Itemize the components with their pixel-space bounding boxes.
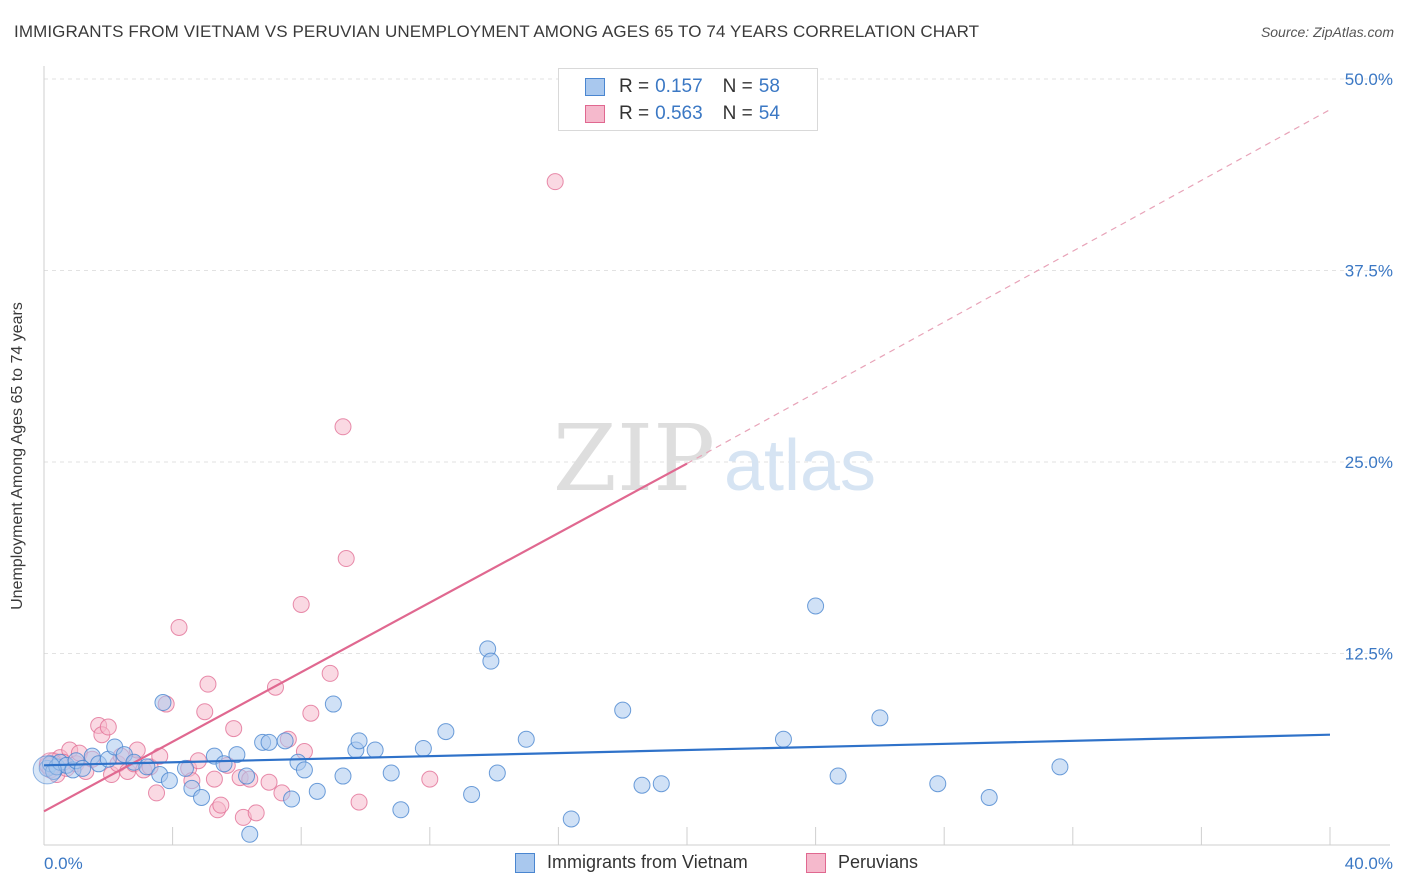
correlation-legend: R = 0.157 N = 58 R = 0.563 N = 54	[558, 68, 818, 131]
vietnam-trend-line	[43, 733, 1331, 767]
trend-lines	[43, 109, 1331, 813]
n-value-peru: 54	[758, 103, 780, 124]
vietnam-point	[238, 767, 256, 785]
vietnam-point	[392, 801, 410, 819]
peruvian-point	[260, 773, 278, 791]
peruvian-point	[292, 595, 310, 613]
peruvian-point	[546, 173, 564, 191]
r-label: R =	[619, 103, 650, 124]
peruvian-point	[205, 770, 223, 788]
peruvian-point	[170, 618, 188, 636]
peruvian-point	[199, 675, 217, 693]
vietnam-point	[1051, 758, 1069, 776]
legend-label-vietnam: Immigrants from Vietnam	[547, 852, 748, 872]
peruvian-points	[38, 173, 564, 826]
vietnam-point	[334, 767, 352, 785]
vietnam-point	[614, 701, 632, 719]
vietnam-point	[295, 761, 313, 779]
peruvian-point	[350, 793, 368, 811]
vietnam-point	[929, 775, 947, 793]
vietnam-point	[829, 767, 847, 785]
vietnam-point	[562, 810, 580, 828]
vietnam-point	[176, 759, 194, 777]
watermark-zip: ZIP	[553, 405, 715, 512]
peruvian-point	[225, 720, 243, 738]
legend-label-peru: Peruvians	[838, 852, 919, 872]
vietnam-point	[350, 732, 368, 750]
vietnam-point	[308, 782, 326, 800]
peru-trend-line	[43, 462, 688, 813]
vietnam-point	[215, 755, 233, 773]
peru-swatch	[806, 852, 826, 873]
peruvian-point	[99, 718, 117, 736]
peru-trend-extension	[686, 109, 1331, 465]
vietnam-point	[633, 776, 651, 794]
vietnam-point	[366, 741, 384, 759]
vietnam-point	[482, 652, 500, 670]
y-axis-label: Unemployment Among Ages 65 to 74 years	[9, 302, 26, 610]
legend-row-peru: R = 0.563 N = 54	[585, 102, 780, 126]
y-tick-label: 50.0%	[1345, 70, 1393, 89]
axes	[43, 66, 1390, 846]
tick-labels: 12.5% 25.0% 37.5% 50.0% 0.0% 40.0%	[44, 70, 1393, 873]
vietnam-point	[871, 709, 889, 727]
peruvian-point	[337, 550, 355, 568]
vietnam-point	[517, 730, 535, 748]
vietnam-swatch	[515, 852, 535, 873]
peruvian-point	[247, 804, 265, 822]
vietnam-point	[774, 730, 792, 748]
vietnam-point	[260, 733, 278, 751]
x-tick-label-min: 0.0%	[44, 854, 83, 873]
vietnam-point	[414, 739, 432, 757]
y-tick-label: 12.5%	[1345, 645, 1393, 664]
source-label: Source: ZipAtlas.com	[1260, 24, 1394, 40]
vietnam-point	[154, 694, 172, 712]
chart-title: IMMIGRANTS FROM VIETNAM VS PERUVIAN UNEM…	[14, 22, 980, 41]
vietnam-point	[160, 772, 178, 790]
vietnam-point-cluster	[32, 755, 62, 785]
vietnam-point	[228, 746, 246, 764]
vietnam-point	[276, 732, 294, 750]
watermark-atlas: atlas	[724, 426, 876, 506]
vietnam-point	[437, 723, 455, 741]
vietnam-point	[241, 825, 259, 843]
r-label: R =	[619, 76, 650, 97]
r-value-peru: 0.563	[655, 103, 703, 124]
n-label: N =	[722, 76, 753, 97]
grid	[44, 78, 1390, 654]
legend-item-vietnam[interactable]: Immigrants from Vietnam	[515, 852, 748, 873]
vietnam-point	[382, 764, 400, 782]
peruvian-point	[196, 703, 214, 721]
r-value-vietnam: 0.157	[655, 76, 703, 97]
peruvian-point	[321, 664, 339, 682]
vietnam-points	[32, 597, 1069, 843]
legend-row-vietnam: R = 0.157 N = 58	[585, 75, 780, 99]
peruvian-point	[302, 704, 320, 722]
vietnam-point	[807, 597, 825, 615]
vietnam-swatch	[585, 78, 605, 96]
peruvian-point	[421, 770, 439, 788]
peruvian-point	[148, 784, 166, 802]
vietnam-point	[488, 764, 506, 782]
vietnam-point	[463, 785, 481, 803]
peru-swatch	[585, 105, 605, 123]
n-label: N =	[722, 103, 753, 124]
x-tick-label-max: 40.0%	[1345, 854, 1393, 873]
vietnam-point	[193, 789, 211, 807]
y-tick-label: 25.0%	[1345, 453, 1393, 472]
vietnam-point	[324, 695, 342, 713]
peruvian-point	[212, 796, 230, 814]
peruvian-point	[334, 418, 352, 436]
series-legend: Immigrants from Vietnam Peruvians	[0, 852, 1406, 878]
vietnam-point	[652, 775, 670, 793]
legend-item-peru[interactable]: Peruvians	[806, 852, 918, 873]
y-tick-label: 37.5%	[1345, 262, 1393, 281]
vietnam-point	[283, 790, 301, 808]
n-value-vietnam: 58	[758, 76, 780, 97]
vietnam-point	[980, 789, 998, 807]
